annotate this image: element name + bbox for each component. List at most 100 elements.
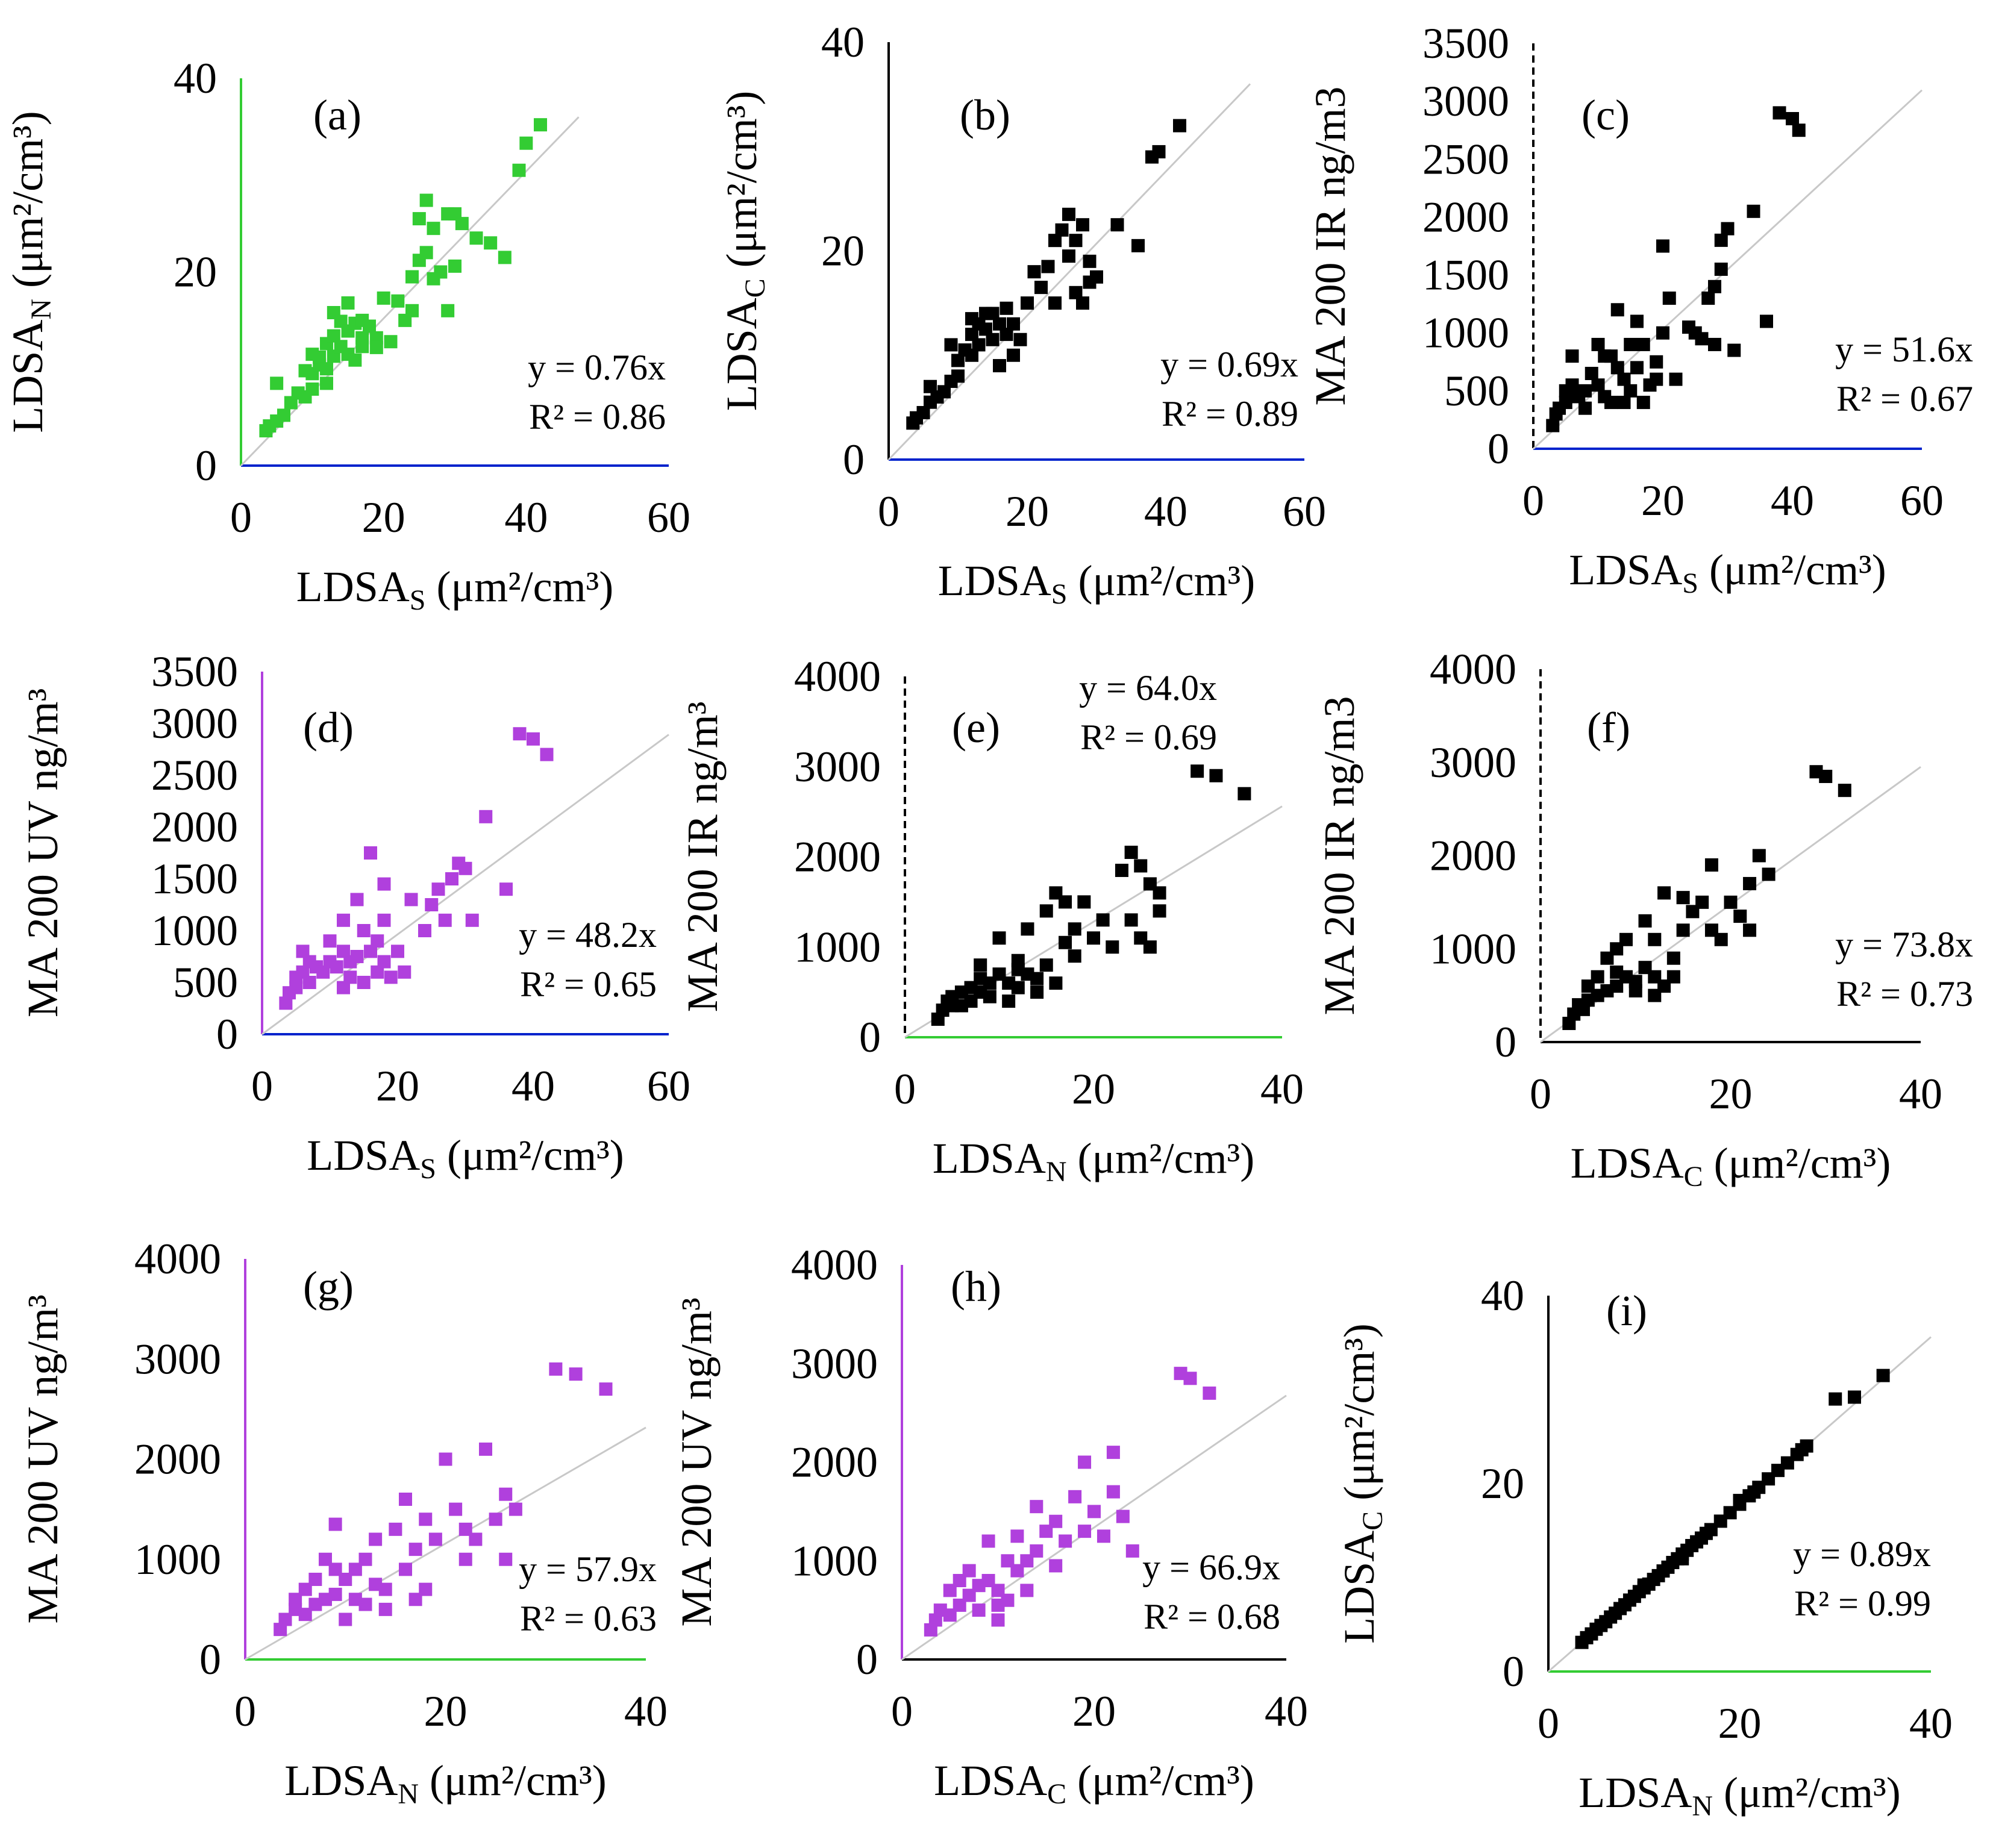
y-tick-label: 20 — [821, 227, 865, 275]
x-tick-label: 0 — [1538, 1699, 1559, 1747]
data-point — [1610, 965, 1624, 979]
data-point — [1559, 396, 1572, 410]
data-point — [1760, 314, 1773, 328]
data-point — [439, 1452, 452, 1466]
data-point — [1020, 1584, 1034, 1597]
data-point — [1021, 296, 1034, 310]
y-tick-label: 3000 — [151, 699, 238, 748]
data-point — [965, 328, 978, 342]
data-point — [412, 212, 426, 226]
data-point — [1714, 932, 1728, 946]
y-tick-label: 3500 — [1422, 19, 1509, 67]
y-tick-label: 0 — [1495, 1018, 1516, 1066]
data-point — [1097, 1529, 1110, 1543]
data-point — [357, 924, 371, 937]
data-point — [1656, 326, 1669, 340]
x-axis-title: LDSAS (μm²/cm³) — [307, 1131, 624, 1185]
data-point — [458, 861, 472, 875]
data-point — [434, 265, 448, 279]
data-point — [1662, 292, 1676, 305]
data-point — [1049, 1514, 1063, 1528]
data-point — [398, 965, 411, 979]
y-tick-label: 4000 — [791, 1241, 878, 1289]
data-point — [916, 406, 930, 420]
y-tick-label: 2000 — [151, 803, 238, 851]
x-tick-label: 20 — [1718, 1699, 1762, 1747]
data-point — [479, 810, 493, 823]
y-tick-label: 500 — [1444, 367, 1509, 415]
x-tick-label: 0 — [891, 1687, 913, 1735]
data-point — [1838, 784, 1851, 798]
data-point — [499, 882, 513, 896]
panel-label: (g) — [303, 1263, 354, 1311]
data-point — [469, 231, 483, 245]
data-point — [364, 846, 377, 860]
y-tick-label: 1000 — [794, 923, 881, 971]
data-point — [1598, 349, 1612, 363]
y-tick-label: 2000 — [134, 1435, 221, 1484]
data-point — [1068, 1490, 1082, 1503]
data-point — [1203, 1386, 1216, 1400]
data-point — [358, 1597, 372, 1611]
data-point — [1676, 891, 1690, 905]
y-tick-label: 40 — [821, 18, 865, 66]
data-point — [1604, 396, 1618, 410]
data-point — [384, 335, 398, 349]
x-tick-label: 20 — [1072, 1687, 1116, 1735]
data-point — [305, 348, 319, 361]
panel-g: 0 1000 2000 3000 4000 0 20 40 (g) y = 57.9x R² = 0… — [19, 1235, 668, 1810]
data-point — [1657, 886, 1671, 900]
data-point — [1629, 984, 1642, 997]
x-axis-title: LDSAS (μm²/cm³) — [296, 563, 613, 616]
y-tick-label: 1000 — [1422, 309, 1509, 357]
data-point — [974, 958, 987, 972]
r-squared: R² = 0.63 — [520, 1599, 657, 1638]
data-point — [378, 1582, 392, 1596]
data-point — [1087, 1505, 1101, 1519]
data-point — [1876, 1369, 1890, 1382]
data-point — [364, 944, 377, 958]
x-tick-label: 40 — [1260, 1065, 1304, 1113]
data-point — [1747, 204, 1760, 218]
data-point — [1055, 223, 1069, 237]
panel-c: 0 500 1000 1500 2000 2500 3000 3500 0 20 40 60 (c) y … — [1306, 19, 1973, 599]
x-tick-label: 0 — [894, 1065, 916, 1113]
data-point — [1077, 895, 1091, 909]
data-point — [319, 1593, 332, 1606]
x-tick-label: 20 — [1006, 487, 1049, 535]
data-point — [519, 136, 533, 150]
x-axis-title: LDSAN (μm²/cm³) — [1578, 1768, 1900, 1822]
data-point — [1153, 904, 1166, 918]
data-point — [431, 882, 445, 896]
data-point — [1636, 337, 1650, 351]
trend-equation: y = 0.89x — [1793, 1534, 1931, 1574]
data-point — [1591, 378, 1605, 392]
data-point — [1701, 292, 1715, 305]
data-point — [1049, 1559, 1063, 1573]
data-point — [1714, 233, 1728, 247]
data-point — [1001, 1593, 1015, 1607]
data-point — [499, 1552, 513, 1566]
data-point — [1819, 769, 1833, 783]
data-point — [1183, 1372, 1197, 1385]
data-point — [1721, 222, 1735, 236]
data-point — [499, 1487, 513, 1501]
x-tick-label: 40 — [1771, 476, 1814, 525]
data-point — [289, 981, 303, 994]
data-point — [1030, 972, 1044, 985]
data-point — [419, 1512, 433, 1526]
x-tick-label: 20 — [1641, 476, 1685, 525]
data-point — [1153, 886, 1166, 900]
data-point — [1585, 367, 1598, 381]
y-tick-label: 2500 — [151, 751, 238, 799]
data-point — [308, 1597, 322, 1611]
data-point — [339, 1573, 352, 1586]
data-point — [377, 955, 391, 969]
data-point — [1000, 301, 1013, 315]
data-point — [408, 1543, 422, 1556]
data-point — [399, 1493, 412, 1506]
data-point — [1116, 1509, 1130, 1523]
x-tick-label: 40 — [1899, 1070, 1942, 1118]
data-point — [1027, 265, 1041, 279]
